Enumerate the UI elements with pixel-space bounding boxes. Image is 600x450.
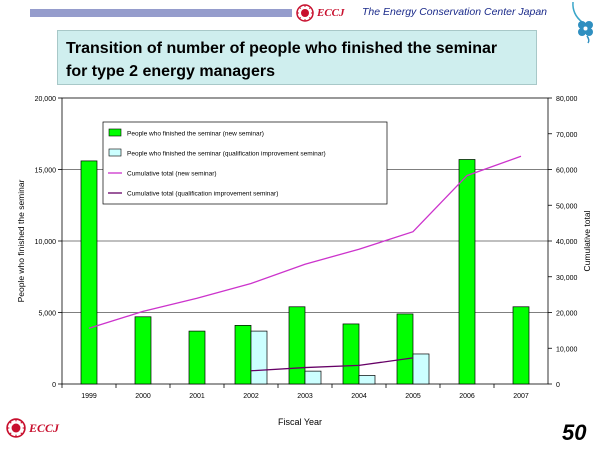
eccj-logo: ECCJ [296, 3, 366, 23]
y2-tick-label: 80,000 [556, 96, 578, 103]
y2-tick-label: 70,000 [556, 132, 578, 139]
y2-tick-label: 10,000 [556, 346, 578, 353]
clover-logo-icon [572, 1, 593, 44]
legend-label: People who finished the seminar (new sem… [127, 131, 264, 138]
y2-axis-label: Cumulative total [582, 210, 592, 271]
x-axis-label: Fiscal Year [278, 417, 322, 427]
logo-text: ECCJ [317, 7, 345, 19]
bar-qualification-seminar [250, 330, 268, 385]
y2-tick-label: 40,000 [556, 239, 578, 246]
seminar-chart: 0 5,000 10,000 15,000 20,000 0 10,000 20,000 30,… [16, 96, 592, 427]
y-tick-label: 20,000 [35, 96, 57, 103]
y-tick-label: 5,000 [38, 311, 56, 318]
line-cumulative-qualification-seminar [250, 357, 414, 372]
bar-new-seminar [80, 160, 98, 385]
x-tick-label: 2003 [297, 393, 313, 400]
legend-label: Cumulative total (new seminar) [127, 171, 217, 178]
bar-new-seminar [458, 159, 476, 385]
sun-logo-icon [6, 418, 26, 438]
x-tick-label: 2007 [513, 393, 529, 400]
legend-swatch [108, 148, 122, 157]
bar-new-seminar [288, 306, 306, 385]
x-tick-label: 2004 [351, 393, 367, 400]
x-tick-label: 1999 [81, 393, 97, 400]
bar-qualification-seminar [304, 370, 322, 385]
y2-tick-label: 0 [556, 382, 560, 389]
y-tick-label: 0 [52, 382, 56, 389]
y-axis-label: People who finished the seminar [16, 179, 26, 302]
x-tick-label: 2002 [243, 393, 259, 400]
header-rule [30, 9, 292, 17]
legend-swatch [108, 128, 122, 137]
bar-qualification-seminar [412, 353, 430, 385]
line-cumulative-new-seminar [88, 155, 522, 329]
bar-new-seminar [234, 325, 252, 385]
bar-new-seminar [342, 323, 360, 385]
x-tick-label: 2005 [405, 393, 421, 400]
legend-box [102, 121, 388, 205]
y2-tick-label: 30,000 [556, 275, 578, 282]
bar-new-seminar [134, 316, 152, 385]
y2-tick-label: 50,000 [556, 203, 578, 210]
legend-label: Cumulative total (qualification improvem… [127, 191, 278, 198]
organization-name: The Energy Conservation Center Japan [362, 6, 548, 18]
y2-tick-label: 20,000 [556, 311, 578, 318]
bar-new-seminar [512, 306, 530, 385]
sun-logo-icon [296, 4, 314, 22]
y2-tick-label: 60,000 [556, 168, 578, 175]
bar-new-seminar [396, 313, 414, 385]
x-tick-label: 2001 [189, 393, 205, 400]
chart-title-box: Transition of number of people who finis… [57, 30, 537, 85]
chart-title-line-1: Transition of number of people who finis… [66, 40, 498, 57]
y-tick-label: 10,000 [35, 239, 57, 246]
y-tick-label: 15,000 [35, 168, 57, 175]
chart-title-line-2: for type 2 energy managers [66, 63, 275, 80]
x-tick-label: 2006 [459, 393, 475, 400]
x-tick-label: 2000 [135, 393, 151, 400]
page-number: 50 [562, 420, 587, 445]
bar-new-seminar [188, 330, 206, 385]
logo-text: ECCJ [29, 420, 60, 435]
legend-label: People who finished the seminar (qualifi… [127, 151, 326, 158]
bar-qualification-seminar [358, 375, 376, 385]
eccj-logo-footer: ECCJ [6, 418, 59, 438]
